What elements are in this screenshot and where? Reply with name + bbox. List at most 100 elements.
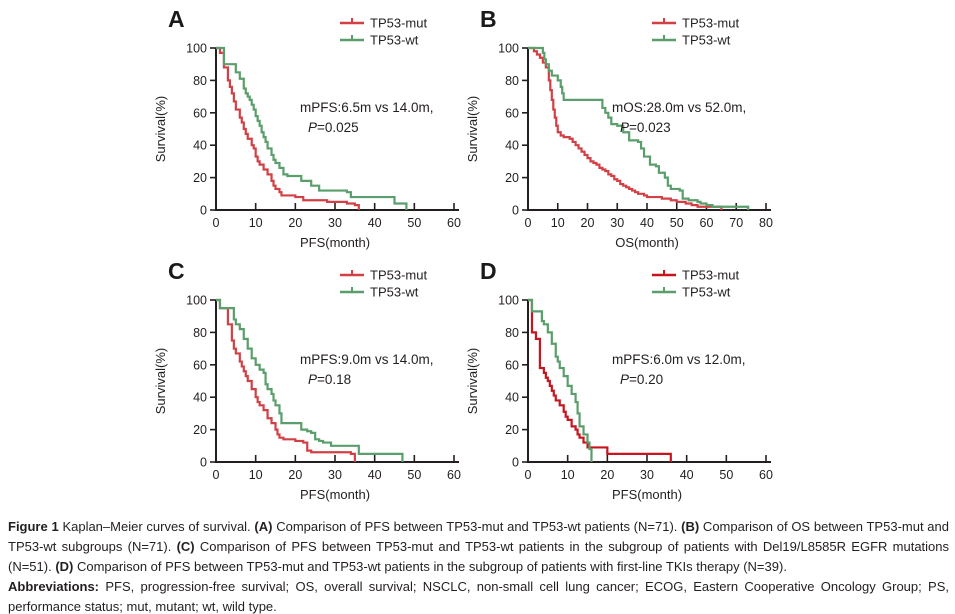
km-curve-tp53-mut <box>216 46 360 210</box>
x-tick-label: 60 <box>447 468 461 482</box>
y-axis-label: Survival(%) <box>465 348 480 414</box>
x-tick-label: 50 <box>407 468 421 482</box>
abbreviations: Abbreviations: PFS, progression-free sur… <box>8 579 950 614</box>
median-annotation: mOS:28.0m vs 52.0m, <box>612 100 746 115</box>
legend-label: TP53-mut <box>682 16 739 31</box>
y-axis-label: Survival(%) <box>153 96 168 162</box>
x-tick-label: 40 <box>680 468 694 482</box>
p-value: P=0.023 <box>620 120 671 135</box>
x-tick-label: 60 <box>759 468 773 482</box>
km-curve-tp53-wt <box>216 46 408 210</box>
legend: TP53-mut TP53-wt <box>652 16 739 48</box>
km-chart-a: 0 10 20 30 40 50 60 0 20 40 60 80 100 PFS(month) Survi… <box>153 16 461 251</box>
y-tick-label: 20 <box>505 423 519 437</box>
x-tick-label: 0 <box>525 468 532 482</box>
axes: 0 10 20 30 40 50 60 0 20 40 60 80 100 <box>186 294 461 483</box>
legend-label: TP53-wt <box>370 33 419 48</box>
y-tick-label: 0 <box>200 456 207 470</box>
y-tick-label: 40 <box>505 139 519 153</box>
legend-label: TP53-mut <box>370 268 427 283</box>
panel-d-letter: D <box>480 258 497 284</box>
x-tick-label: 20 <box>581 216 595 230</box>
x-axis-label: PFS(month) <box>300 487 370 502</box>
km-curve-tp53-wt <box>528 46 750 210</box>
x-tick-label: 50 <box>719 468 733 482</box>
legend: TP53-mut TP53-wt <box>652 268 739 300</box>
y-tick-label: 0 <box>200 204 207 218</box>
legend: TP53-mut TP53-wt <box>340 16 427 48</box>
x-tick-label: 30 <box>610 216 624 230</box>
x-tick-label: 80 <box>759 216 773 230</box>
panel-a: A 0 10 20 30 40 50 60 0 20 40 60 80 100 PFS(month) Sur… <box>150 6 482 258</box>
km-curve-tp53-mut <box>528 298 672 462</box>
y-tick-label: 60 <box>505 106 519 120</box>
median-annotation: mPFS:6.5m vs 14.0m, <box>300 100 434 115</box>
y-tick-label: 100 <box>498 294 519 308</box>
y-tick-label: 80 <box>505 74 519 88</box>
panel-b: B 0 10 20 30 40 50 60 70 80 0 20 40 60 80 100 OS(month)… <box>462 6 794 258</box>
legend-label: TP53-wt <box>370 285 419 300</box>
y-tick-label: 60 <box>505 358 519 372</box>
x-axis-label: PFS(month) <box>612 487 682 502</box>
y-tick-label: 100 <box>186 42 207 56</box>
panel-c-letter: C <box>168 258 185 284</box>
legend-label: TP53-wt <box>682 285 731 300</box>
km-curve-tp53-wt <box>216 298 404 462</box>
x-tick-label: 50 <box>407 216 421 230</box>
y-axis-label: Survival(%) <box>153 348 168 414</box>
x-axis-label: OS(month) <box>615 235 679 250</box>
km-chart-c: 0 10 20 30 40 50 60 0 20 40 60 80 100 PFS(month) Survi… <box>153 268 461 503</box>
x-tick-label: 40 <box>640 216 654 230</box>
y-tick-label: 40 <box>193 391 207 405</box>
x-tick-label: 60 <box>447 216 461 230</box>
y-tick-label: 60 <box>193 106 207 120</box>
y-tick-label: 100 <box>498 42 519 56</box>
annotation: mPFS:6.5m vs 14.0m, P=0.025 <box>300 100 434 135</box>
figure-caption: Figure 1 Kaplan–Meier curves of survival… <box>8 519 950 574</box>
panel-a-letter: A <box>168 6 185 32</box>
y-tick-label: 40 <box>193 139 207 153</box>
axes: 0 10 20 30 40 50 60 0 20 40 60 80 100 <box>498 294 773 483</box>
panel-b-letter: B <box>480 6 497 32</box>
axes: 0 10 20 30 40 50 60 70 80 0 20 40 60 80 100 <box>498 42 773 231</box>
panel-d: D 0 10 20 30 40 50 60 0 20 40 60 80 100 PFS(month) Sur… <box>462 258 794 510</box>
annotation: mPFS:9.0m vs 14.0m, P=0.18 <box>300 352 434 387</box>
y-tick-label: 100 <box>186 294 207 308</box>
y-tick-label: 20 <box>505 171 519 185</box>
km-chart-b: 0 10 20 30 40 50 60 70 80 0 20 40 60 80 100 OS(month) Su… <box>465 16 773 251</box>
y-axis-label: Survival(%) <box>465 96 480 162</box>
annotation: mOS:28.0m vs 52.0m, P=0.023 <box>612 100 746 135</box>
y-tick-label: 40 <box>505 391 519 405</box>
panel-c: C 0 10 20 30 40 50 60 0 20 40 60 80 100 PFS(month) Sur… <box>150 258 482 510</box>
legend-label: TP53-wt <box>682 33 731 48</box>
p-value: P=0.20 <box>620 372 663 387</box>
x-tick-label: 20 <box>288 216 302 230</box>
median-annotation: mPFS:6.0m vs 12.0m, <box>612 352 746 367</box>
x-tick-label: 70 <box>729 216 743 230</box>
km-curve-tp53-mut <box>216 298 356 462</box>
p-value: P=0.18 <box>308 372 351 387</box>
legend-label: TP53-mut <box>682 268 739 283</box>
x-tick-label: 0 <box>213 468 220 482</box>
y-tick-label: 80 <box>193 74 207 88</box>
x-tick-label: 20 <box>288 468 302 482</box>
km-curve-tp53-wt <box>528 298 593 462</box>
figure-caption-block: Figure 1 Kaplan–Meier curves of survival… <box>8 517 949 614</box>
p-value: P=0.025 <box>308 120 359 135</box>
x-tick-label: 10 <box>551 216 565 230</box>
x-tick-label: 60 <box>700 216 714 230</box>
y-tick-label: 0 <box>512 204 519 218</box>
x-tick-label: 0 <box>213 216 220 230</box>
axes: 0 10 20 30 40 50 60 0 20 40 60 80 100 <box>186 42 461 231</box>
legend: TP53-mut TP53-wt <box>340 268 427 300</box>
x-tick-label: 30 <box>328 216 342 230</box>
y-tick-label: 60 <box>193 358 207 372</box>
x-tick-label: 40 <box>368 216 382 230</box>
median-annotation: mPFS:9.0m vs 14.0m, <box>300 352 434 367</box>
x-tick-label: 30 <box>640 468 654 482</box>
x-tick-label: 10 <box>249 216 263 230</box>
x-tick-label: 10 <box>561 468 575 482</box>
y-tick-label: 80 <box>505 326 519 340</box>
y-tick-label: 80 <box>193 326 207 340</box>
